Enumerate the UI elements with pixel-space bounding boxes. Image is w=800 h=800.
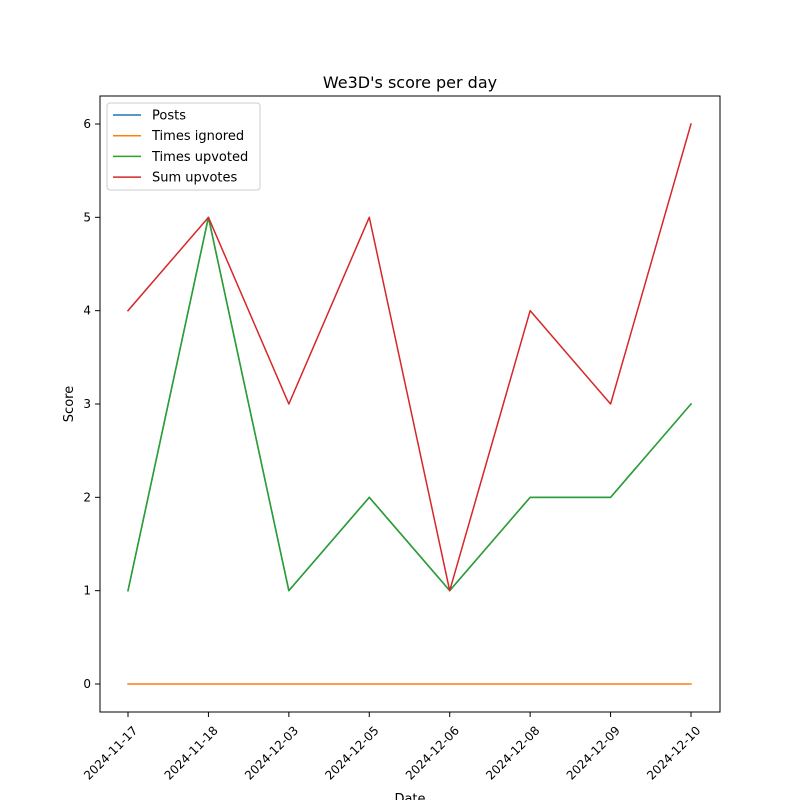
plot-frame <box>99 95 721 713</box>
series-line-times-upvoted <box>127 216 693 592</box>
legend-label-sum-upvotes: Sum upvotes <box>152 171 238 186</box>
y-tick-label: 0 <box>83 677 91 691</box>
chart-title: We3D's score per day <box>323 73 497 92</box>
legend-label-times-upvoted: Times upvoted <box>151 150 248 165</box>
y-tick-label: 3 <box>83 397 91 411</box>
y-tick-label: 1 <box>83 584 91 598</box>
y-tick-label: 6 <box>83 117 91 131</box>
series-line-sum-upvotes <box>126 123 692 592</box>
y-tick-label: 5 <box>83 210 91 224</box>
legend-label-times-ignored: Times ignored <box>151 129 244 144</box>
legend-label-posts: Posts <box>152 109 186 124</box>
y-axis-label: Score <box>62 386 77 422</box>
y-tick-label: 4 <box>83 304 91 318</box>
legend: Posts Times ignored Times upvoted Sum upvot… <box>106 102 261 191</box>
legend-box <box>106 102 261 191</box>
y-tick-label: 2 <box>83 490 91 504</box>
y-axis-ticks: 0 1 2 3 4 5 6 <box>83 117 100 691</box>
series-lines <box>126 123 693 685</box>
x-axis-label: Date <box>394 792 425 800</box>
